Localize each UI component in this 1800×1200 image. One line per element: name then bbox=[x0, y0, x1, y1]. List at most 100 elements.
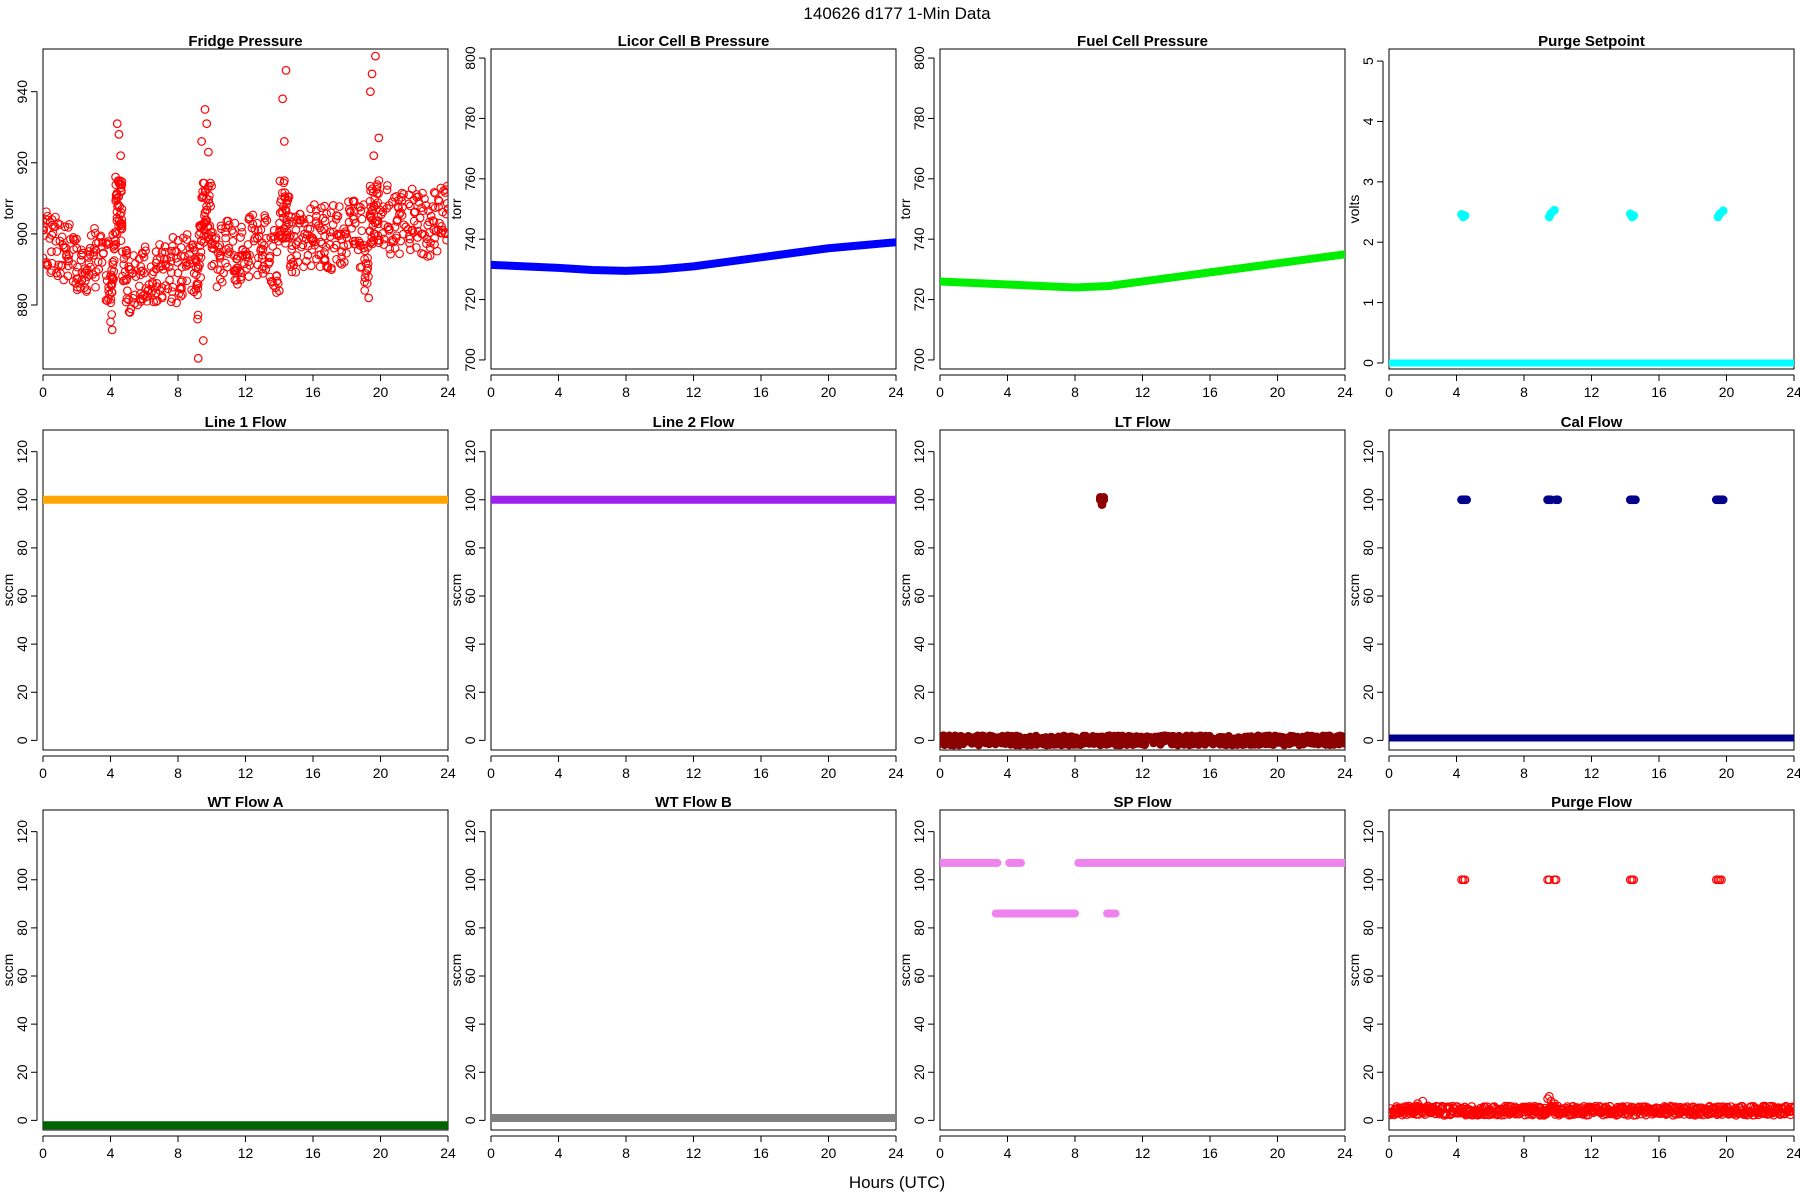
x-tick-label: 20 bbox=[821, 1145, 837, 1161]
y-axis-label: sccm bbox=[897, 954, 913, 987]
data-point bbox=[256, 225, 266, 235]
x-tick-label: 12 bbox=[1584, 1145, 1600, 1161]
y-tick-label: 20 bbox=[462, 1064, 478, 1080]
x-tick-label: 12 bbox=[1584, 384, 1600, 400]
data-point bbox=[1413, 1099, 1423, 1108]
data-point bbox=[108, 274, 118, 283]
y-tick-label: 80 bbox=[14, 920, 30, 936]
data-point bbox=[387, 197, 397, 207]
y-tick-label: 100 bbox=[1360, 488, 1376, 512]
x-tick-label: 4 bbox=[107, 765, 115, 781]
data-point bbox=[429, 217, 439, 226]
data-point bbox=[261, 265, 271, 274]
data-point bbox=[115, 210, 125, 220]
x-tick-label: 16 bbox=[305, 1145, 321, 1161]
data-point bbox=[86, 231, 96, 240]
data-point bbox=[164, 262, 174, 272]
data-point bbox=[1718, 495, 1728, 505]
data-point bbox=[355, 238, 365, 248]
baseline-point bbox=[1786, 1102, 1794, 1112]
data-point bbox=[250, 233, 260, 243]
y-tick-label: 800 bbox=[911, 46, 927, 70]
y-tick-label: 60 bbox=[1360, 588, 1376, 604]
data-point bbox=[279, 137, 289, 146]
data-point bbox=[157, 293, 167, 303]
y-tick-label: 1 bbox=[1360, 298, 1376, 306]
data-point bbox=[182, 260, 192, 270]
x-tick-label: 12 bbox=[238, 1145, 254, 1161]
data-point bbox=[84, 270, 94, 280]
data-point bbox=[176, 251, 186, 261]
data-point bbox=[187, 285, 196, 295]
data-point bbox=[172, 298, 181, 308]
data-point bbox=[284, 192, 294, 202]
y-tick-label: 60 bbox=[1360, 968, 1376, 984]
y-tick-label: 40 bbox=[1360, 1016, 1376, 1032]
data-point bbox=[43, 225, 49, 235]
data-point bbox=[182, 235, 192, 244]
data-point bbox=[295, 218, 304, 228]
data-point bbox=[91, 228, 100, 238]
plot-frame bbox=[1388, 429, 1795, 751]
data-point bbox=[281, 65, 291, 75]
data-point bbox=[302, 256, 311, 266]
data-point bbox=[339, 257, 349, 267]
data-point bbox=[430, 203, 440, 213]
data-point bbox=[372, 189, 382, 198]
data-point bbox=[367, 69, 377, 79]
data-point bbox=[382, 185, 392, 195]
data-point bbox=[372, 180, 382, 189]
data-point bbox=[117, 224, 127, 234]
data-point bbox=[325, 227, 335, 237]
x-tick-label: 8 bbox=[622, 765, 630, 781]
y-tick-label: 720 bbox=[911, 288, 927, 312]
data-point bbox=[262, 215, 272, 225]
data-point bbox=[209, 244, 219, 254]
data-point bbox=[316, 237, 326, 247]
data-point bbox=[410, 207, 420, 217]
data-point bbox=[375, 205, 385, 215]
data-point bbox=[337, 247, 347, 257]
x-tick-label: 24 bbox=[888, 765, 904, 781]
baseline-point bbox=[1484, 1110, 1493, 1120]
data-point bbox=[230, 218, 240, 228]
data-point bbox=[385, 244, 394, 254]
x-tick-label: 4 bbox=[1453, 1145, 1461, 1161]
data-point bbox=[116, 219, 126, 229]
data-point bbox=[429, 188, 439, 197]
data-point bbox=[245, 250, 254, 260]
x-tick-label: 12 bbox=[1135, 1145, 1151, 1161]
data-point bbox=[1551, 875, 1561, 885]
x-tick-label: 16 bbox=[305, 384, 321, 400]
x-tick-label: 16 bbox=[1651, 765, 1667, 781]
data-point bbox=[320, 201, 329, 211]
data-point bbox=[371, 51, 380, 61]
y-tick-label: 60 bbox=[14, 588, 30, 604]
plot-area bbox=[940, 492, 1345, 750]
data-point bbox=[383, 181, 392, 190]
data-point bbox=[281, 206, 291, 215]
y-tick-label: 700 bbox=[911, 348, 927, 372]
data-point bbox=[253, 225, 263, 235]
data-point bbox=[107, 279, 117, 289]
data-point bbox=[437, 222, 446, 231]
data-point bbox=[224, 220, 234, 230]
data-point bbox=[195, 260, 204, 270]
data-point bbox=[157, 283, 167, 292]
data-point bbox=[97, 257, 107, 267]
panel-title: Cal Flow bbox=[1561, 414, 1623, 431]
y-tick-label: 20 bbox=[911, 1064, 927, 1080]
data-point bbox=[127, 269, 137, 278]
data-point bbox=[441, 209, 448, 219]
x-tick-label: 8 bbox=[1071, 1145, 1079, 1161]
data-point bbox=[52, 247, 62, 256]
data-point bbox=[73, 282, 82, 292]
y-tick-label: 740 bbox=[911, 227, 927, 251]
x-tick-label: 8 bbox=[1071, 384, 1079, 400]
data-point bbox=[174, 289, 184, 298]
data-point bbox=[176, 282, 186, 292]
data-point bbox=[224, 243, 234, 253]
x-tick-label: 4 bbox=[1004, 384, 1012, 400]
x-tick-label: 16 bbox=[305, 765, 321, 781]
data-point bbox=[175, 284, 185, 293]
